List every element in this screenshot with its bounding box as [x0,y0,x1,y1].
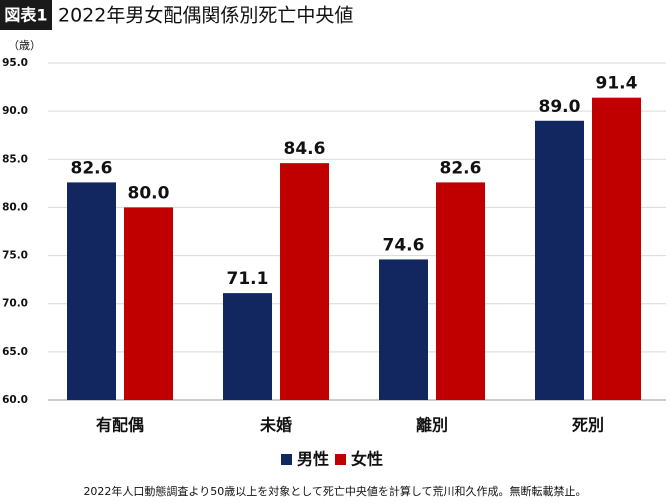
legend-swatch [335,454,346,465]
badge-box [0,0,52,30]
y-unit: （歳） [8,39,41,52]
value-label: 80.0 [128,183,170,203]
bar [124,207,173,400]
x-tick-label: 死別 [572,416,604,435]
value-label: 89.0 [539,97,581,117]
y-tick-label: 75.0 [2,250,28,262]
badge: 図表1 [4,6,47,25]
value-label: 71.1 [227,269,269,289]
legend-swatch [281,454,292,465]
x-tick-label: 未婚 [259,416,292,435]
x-tick-label: 有配偶 [96,416,144,435]
value-label: 82.6 [440,158,482,178]
value-label: 82.6 [71,158,113,178]
y-tick-label: 65.0 [2,346,28,358]
y-tick-label: 60.0 [2,394,28,406]
value-label: 91.4 [596,74,638,94]
value-label: 84.6 [284,139,326,159]
legend-label: 女性 [351,450,383,469]
legend-label: 男性 [297,450,329,469]
bar [535,120,584,401]
bar [67,182,116,400]
bar [436,182,485,400]
note: 2022年人口動態調査より50歳以上を対象として死亡中央値を計算して荒川和久作成… [83,484,586,498]
y-tick-label: 95.0 [2,57,28,69]
x-tick-label: 離別 [416,416,448,435]
y-tick-label: 70.0 [2,298,28,310]
chart-title: 2022年男女配偶関係別死亡中央値 [58,5,353,27]
y-tick-label: 85.0 [2,153,28,165]
y-tick-label: 90.0 [2,105,28,117]
value-label: 74.6 [383,235,425,255]
bar [379,259,428,400]
bar [223,293,272,400]
y-tick-label: 80.0 [2,201,28,213]
bar [280,163,329,400]
bar [592,97,641,401]
